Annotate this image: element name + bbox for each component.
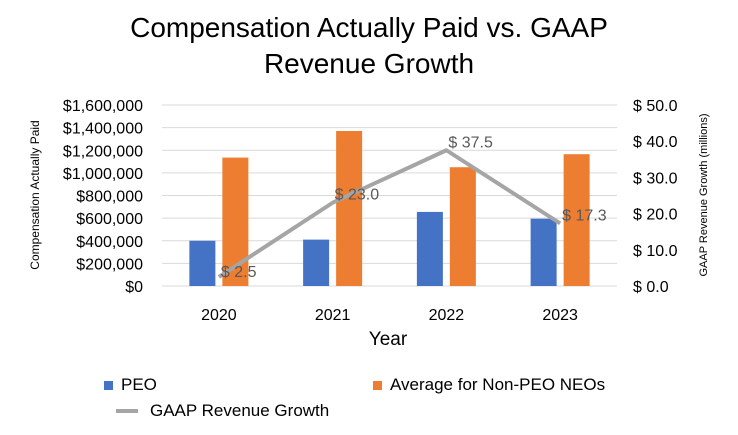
legend-item-revenue: GAAP Revenue Growth (116, 401, 329, 421)
y-axis-title: Compensation Actually Paid (28, 120, 42, 269)
data-label-revenue-2020: $ 2.5 (221, 264, 257, 281)
chart-title-line2: Revenue Growth (263, 48, 475, 79)
x-tick-label: 2021 (315, 307, 351, 324)
bar-peo-2020 (189, 240, 216, 286)
x-axis-title: Year (369, 329, 408, 350)
y-tick-label: $200,000 (76, 256, 143, 273)
y-tick-label: $0 (125, 279, 143, 296)
y-tick-label: $1,200,000 (63, 143, 143, 160)
data-label-revenue-2021: $ 23.0 (335, 187, 380, 204)
legend-item-non-peo: Average for Non-PEO NEOs (373, 375, 605, 395)
chart-title-line1: Compensation Actually Paid vs. GAAP (130, 12, 608, 43)
bar-non-peo-2022 (449, 167, 476, 286)
y-tick-label: $1,400,000 (63, 121, 143, 138)
line-series (217, 148, 562, 279)
y2-tick-label: $ 10.0 (633, 243, 678, 260)
bar-peo-2022 (416, 211, 443, 286)
y2-tick-label: $ 20.0 (633, 207, 678, 224)
x-tick-label: 2023 (542, 307, 578, 324)
line-revenue-growth (217, 148, 562, 279)
bar-peo-2023 (530, 218, 557, 286)
y2-tick-label: $ 50.0 (633, 98, 678, 115)
data-label-revenue-2022: $ 37.5 (448, 134, 493, 151)
legend-swatch-peo (104, 380, 113, 390)
y2-axis-ticks: $ 0.0 $ 10.0 $ 20.0 $ 30.0 $ 40.0 $ 50.0 (633, 98, 678, 296)
line-data-labels: $ 2.5 $ 23.0 $ 37.5 $ 17.3 (221, 134, 607, 281)
bars (189, 131, 590, 286)
y2-tick-label: $ 0.0 (633, 279, 669, 296)
y2-axis-title: GAAP Revenue Growth (millions) (698, 113, 710, 276)
y-tick-label: $800,000 (76, 189, 143, 206)
x-tick-label: 2020 (201, 307, 237, 324)
y2-tick-label: $ 30.0 (633, 170, 678, 187)
data-label-revenue-2023: $ 17.3 (562, 207, 607, 224)
legend-label-revenue: GAAP Revenue Growth (150, 401, 330, 420)
y-tick-label: $600,000 (76, 211, 143, 228)
legend-item-peo: PEO (104, 375, 157, 395)
y2-tick-label: $ 40.0 (633, 134, 678, 151)
bar-non-peo-2023 (563, 154, 590, 286)
x-axis-ticks: 2020 2021 2022 2023 (201, 307, 578, 324)
legend-label-peo: PEO (121, 375, 157, 394)
legend-label-non-peo: Average for Non-PEO NEOs (390, 375, 606, 394)
legend-swatch-non-peo (373, 380, 382, 390)
y-tick-label: $1,600,000 (63, 98, 143, 115)
y-tick-label: $400,000 (76, 234, 143, 251)
legend-swatch-revenue (116, 409, 138, 413)
bar-peo-2021 (303, 239, 330, 286)
x-tick-label: 2022 (429, 307, 465, 324)
y-tick-label: $1,000,000 (63, 166, 143, 183)
y-axis-ticks: $0 $200,000 $400,000 $600,000 $800,000 $1,000… (63, 98, 143, 296)
bar-non-peo-2021 (336, 131, 363, 286)
